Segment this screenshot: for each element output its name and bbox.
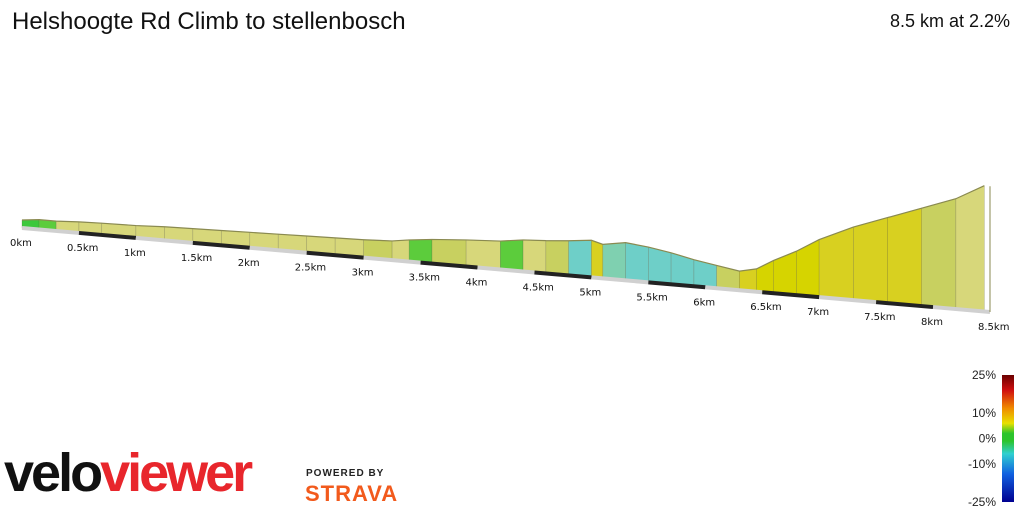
profile-segment bbox=[625, 242, 649, 283]
climb-summary: 8.5 km at 2.2% bbox=[889, 11, 1010, 31]
road-scale-segment bbox=[78, 230, 137, 240]
x-tick-label: 2.5km bbox=[295, 263, 326, 274]
road-scale-segment bbox=[135, 235, 193, 245]
gradient-legend-bar bbox=[1002, 375, 1014, 502]
veloviewer-logo: veloviewer bbox=[4, 443, 253, 503]
powered-by-text: POWERED BY bbox=[306, 468, 385, 479]
profile-segment bbox=[955, 185, 985, 312]
logo-velo-text: velo bbox=[4, 443, 103, 503]
profile-segment bbox=[648, 246, 672, 285]
profile-segment bbox=[670, 252, 695, 287]
road-scale-segment bbox=[192, 240, 250, 250]
x-tick-label: 4km bbox=[466, 278, 488, 289]
x-tick-label: 0km bbox=[10, 238, 32, 249]
x-tick-label: 7.5km bbox=[864, 312, 895, 323]
strava-logo: STRAVA bbox=[305, 481, 399, 506]
x-tick-label: 6.5km bbox=[750, 302, 781, 313]
road-scale-segment bbox=[249, 245, 307, 255]
profile-segment bbox=[756, 259, 774, 294]
road-scale-segment bbox=[534, 270, 592, 280]
road-scale-segment bbox=[306, 250, 364, 260]
road-scale-segment bbox=[875, 300, 934, 310]
x-tick-label: 7km bbox=[807, 307, 829, 318]
logo-viewer-text: viewer bbox=[100, 443, 253, 503]
profile-segment bbox=[739, 268, 757, 293]
road-scale-segment bbox=[932, 305, 991, 314]
profile-segment bbox=[545, 240, 569, 276]
profile-segment bbox=[796, 239, 820, 298]
profile-segment bbox=[887, 207, 922, 307]
chart-title: Helshoogte Rd Climb to stellenbosch bbox=[12, 8, 406, 35]
road-scale-segment bbox=[819, 295, 877, 305]
legend-label: -10% bbox=[968, 457, 996, 471]
x-tick-label: 0.5km bbox=[67, 243, 98, 254]
x-tick-label: 1.5km bbox=[181, 253, 212, 264]
profile-top-edge bbox=[21, 185, 985, 272]
road-scale-segment bbox=[21, 226, 80, 235]
x-tick-label: 1km bbox=[124, 248, 146, 259]
x-tick-label: 2km bbox=[238, 258, 260, 269]
road-scale-segment bbox=[762, 290, 820, 300]
profile-segment bbox=[500, 239, 524, 272]
profile-segment bbox=[853, 217, 888, 304]
x-tick-label: 5.5km bbox=[636, 292, 667, 303]
profile-segment bbox=[716, 265, 740, 291]
road-scale-segment bbox=[591, 275, 649, 285]
road-scale-segment bbox=[705, 285, 763, 295]
profile-segment bbox=[522, 239, 547, 274]
gradient-legend: 25% 10% 0% -10% -25% bbox=[968, 368, 1014, 509]
profile-segment bbox=[602, 242, 626, 281]
road-scale-segment bbox=[363, 255, 421, 265]
road-scale-segment bbox=[420, 260, 478, 270]
profile-segment bbox=[591, 239, 604, 279]
x-tick-label: 3km bbox=[352, 268, 374, 279]
profile-segment bbox=[921, 198, 957, 310]
x-tick-label: 6km bbox=[693, 297, 715, 308]
profile-segment bbox=[568, 239, 592, 278]
legend-label: -25% bbox=[968, 495, 996, 509]
x-tick-label: 3.5km bbox=[409, 273, 440, 284]
profile-segment bbox=[773, 250, 797, 296]
legend-label: 10% bbox=[972, 406, 996, 420]
x-tick-label: 4.5km bbox=[522, 282, 553, 293]
road-scale-segment bbox=[477, 265, 535, 275]
x-tick-label: 8.5km bbox=[978, 322, 1009, 333]
road-scale-segment bbox=[648, 280, 706, 290]
legend-label: 0% bbox=[979, 432, 997, 446]
x-tick-label: 8km bbox=[921, 317, 943, 328]
legend-label: 25% bbox=[972, 368, 996, 382]
x-tick-label: 5km bbox=[579, 287, 601, 298]
